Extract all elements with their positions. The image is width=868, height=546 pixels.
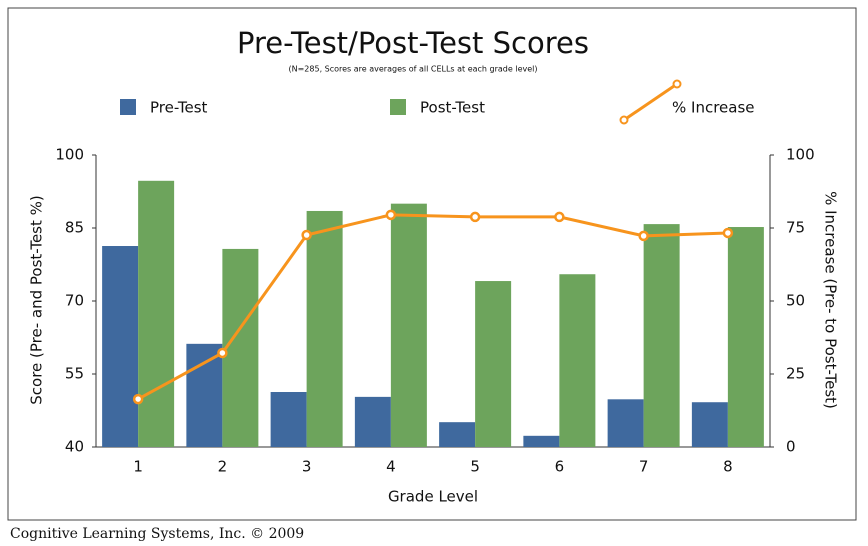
bar	[102, 246, 139, 447]
frame	[7, 7, 857, 521]
y2-tick-label: 100	[786, 146, 815, 164]
line-point	[722, 227, 734, 239]
y2-tick-label: 50	[786, 292, 805, 310]
bar	[727, 227, 764, 447]
bar	[607, 399, 644, 447]
bar	[354, 396, 391, 447]
bar	[523, 435, 560, 447]
y2-tick-label: 75	[786, 219, 805, 237]
y-tick-label: 100	[55, 146, 84, 164]
y2-tick-label: 25	[786, 365, 805, 383]
line-point	[554, 211, 565, 223]
bar	[691, 402, 728, 447]
y-tick-label: 55	[65, 365, 84, 383]
bar	[390, 203, 427, 447]
bar	[306, 210, 343, 447]
footer: Cognitive Learning Systems, Inc. © 2009	[10, 526, 304, 542]
y-tick-label: 40	[65, 438, 84, 456]
bar	[475, 281, 512, 447]
chart-subtitle: (N=285, Scores are averages of all CELLs…	[288, 65, 537, 74]
bar	[186, 343, 223, 447]
legend-swatch	[390, 99, 406, 115]
y-tick-label: 85	[65, 219, 84, 237]
x-tick-label: 7	[639, 458, 649, 476]
chart-title: Pre-Test/Post-Test Scores	[237, 26, 589, 60]
bar	[138, 180, 175, 447]
x-tick-label: 4	[386, 458, 396, 476]
x-tick-label: 3	[302, 458, 312, 476]
y2-tick-label: 0	[786, 438, 796, 456]
x-tick-label: 6	[555, 458, 565, 476]
line-point	[217, 347, 228, 359]
x-axis-label: Grade Level	[388, 488, 478, 506]
line-point	[385, 209, 397, 221]
line-point	[301, 229, 312, 241]
x-tick-label: 2	[218, 458, 228, 476]
line	[137, 213, 728, 401]
x-tick-label: 8	[723, 458, 733, 476]
line-point	[469, 211, 481, 223]
legend-swatch	[623, 82, 678, 122]
bar	[439, 422, 476, 447]
x-tick-label: 5	[470, 458, 480, 476]
y2-axis-label: % Increase (Pre- to Post-Test)	[822, 191, 840, 409]
bar	[270, 392, 307, 447]
legend-label: Pre-Test	[150, 99, 208, 117]
legend-label: Post-Test	[420, 99, 485, 117]
line-point	[638, 230, 649, 242]
line-point	[132, 393, 144, 405]
legend-swatch	[120, 99, 136, 115]
bar	[643, 224, 680, 447]
x-tick-label: 1	[133, 458, 143, 476]
bar	[559, 274, 596, 447]
bar	[222, 248, 259, 447]
legend-swatch	[619, 115, 629, 125]
legend-swatch	[672, 79, 682, 89]
y-tick-label: 70	[65, 292, 84, 310]
y-axis-label: Score (Pre- and Post-Test %)	[28, 195, 46, 404]
legend-label: % Increase	[672, 99, 755, 117]
